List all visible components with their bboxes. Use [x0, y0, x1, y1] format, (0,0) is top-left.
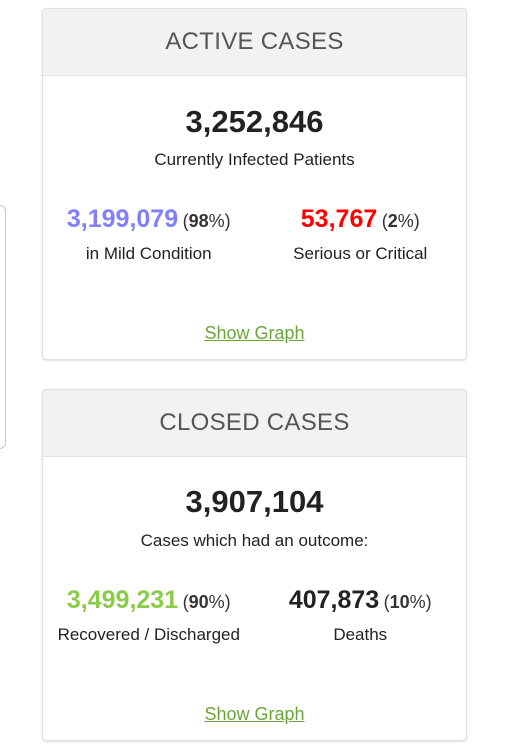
deaths-value: 407,873 — [288, 586, 380, 614]
active-show-graph-link[interactable]: Show Graph — [204, 323, 305, 343]
active-cases-total-label: Currently Infected Patients — [154, 150, 355, 169]
mild-condition-stat: 3,199,079 (98%) in Mild Condition — [43, 205, 255, 264]
closed-cases-card: CLOSED CASES 3,907,104 Cases which had a… — [42, 389, 467, 741]
serious-critical-percent: (2%) — [381, 211, 420, 231]
active-cases-header: ACTIVE CASES — [43, 9, 466, 76]
recovered-label: Recovered / Discharged — [57, 625, 240, 644]
deaths-stat: 407,873 (10%) Deaths — [255, 586, 467, 645]
side-panel-edge[interactable] — [0, 205, 6, 449]
active-cases-total: 3,252,846 — [185, 104, 324, 139]
active-cases-title: ACTIVE CASES — [165, 28, 344, 55]
closed-cases-title: CLOSED CASES — [159, 409, 350, 436]
deaths-label: Deaths — [333, 625, 388, 644]
mild-condition-percent: (98%) — [182, 211, 231, 231]
active-cases-breakdown: 3,199,079 (98%) in Mild Condition 53,767… — [43, 205, 466, 264]
active-show-graph-wrap: Show Graph — [43, 323, 466, 344]
serious-critical-label: Serious or Critical — [293, 244, 428, 263]
deaths-percent: (10%) — [383, 592, 432, 612]
recovered-value: 3,499,231 — [66, 586, 179, 614]
closed-cases-total: 3,907,104 — [185, 484, 324, 519]
closed-show-graph-link[interactable]: Show Graph — [204, 704, 305, 724]
closed-cases-total-label: Cases which had an outcome: — [140, 531, 369, 550]
mild-condition-label: in Mild Condition — [85, 244, 212, 263]
active-cases-card: ACTIVE CASES 3,252,846 Currently Infecte… — [42, 8, 467, 360]
serious-critical-value: 53,767 — [300, 205, 378, 233]
closed-cases-header: CLOSED CASES — [43, 390, 466, 457]
closed-cases-breakdown: 3,499,231 (90%) Recovered / Discharged 4… — [43, 586, 466, 645]
serious-critical-stat: 53,767 (2%) Serious or Critical — [255, 205, 467, 264]
mild-condition-value: 3,199,079 — [66, 205, 179, 233]
recovered-percent: (90%) — [182, 592, 231, 612]
recovered-stat: 3,499,231 (90%) Recovered / Discharged — [43, 586, 255, 645]
closed-show-graph-wrap: Show Graph — [43, 704, 466, 725]
